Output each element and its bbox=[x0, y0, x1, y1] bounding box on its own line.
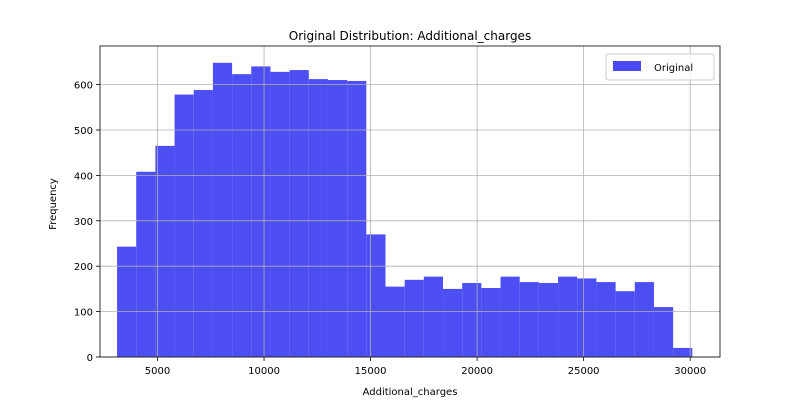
legend-frame bbox=[605, 53, 715, 81]
y-tick-label: 600 bbox=[74, 81, 93, 92]
histogram-bar bbox=[270, 71, 290, 357]
histogram-bar bbox=[462, 282, 482, 357]
x-tick-label: 5000 bbox=[145, 366, 170, 377]
x-tick-label: 20000 bbox=[461, 366, 493, 377]
histogram-bar bbox=[308, 79, 328, 357]
histogram-bar bbox=[404, 279, 424, 357]
histogram-bar bbox=[577, 278, 597, 357]
y-axis-label: Frequency bbox=[48, 178, 59, 230]
histogram-bar bbox=[289, 70, 309, 357]
y-tick-label: 200 bbox=[74, 262, 93, 273]
legend-label: Original bbox=[654, 63, 693, 74]
x-tick-label: 25000 bbox=[568, 366, 600, 377]
x-tick-label: 15000 bbox=[355, 366, 387, 377]
histogram-bar bbox=[673, 347, 693, 357]
histogram-bar bbox=[519, 282, 539, 357]
y-tick-label: 400 bbox=[74, 171, 93, 182]
axes-layer bbox=[99, 45, 721, 358]
histogram-bar bbox=[385, 286, 405, 357]
histogram-bar bbox=[481, 287, 501, 357]
y-tick-label: 100 bbox=[74, 308, 93, 319]
histogram-bar bbox=[212, 62, 233, 358]
y-tick-label: 500 bbox=[74, 126, 93, 137]
histogram-bar bbox=[443, 288, 463, 357]
y-tick-label: 0 bbox=[87, 353, 93, 364]
axes-frame bbox=[99, 45, 721, 358]
legend: Original bbox=[605, 53, 715, 81]
histogram-bar bbox=[366, 234, 386, 357]
ticks-layer: 5000 10000 15000 20000 25000 30000 0 100 200 300 4… bbox=[74, 81, 706, 377]
histogram-bar bbox=[327, 80, 348, 358]
histogram-bar bbox=[155, 145, 175, 357]
histogram-bar bbox=[423, 276, 444, 357]
histogram-bar bbox=[193, 90, 213, 357]
x-tick-label: 30000 bbox=[674, 366, 706, 377]
histogram-bar bbox=[653, 307, 674, 357]
histogram-bar bbox=[500, 276, 520, 357]
histogram-bar bbox=[251, 66, 271, 357]
histogram-bar bbox=[174, 94, 194, 357]
legend-swatch bbox=[613, 61, 641, 71]
histogram-bar bbox=[347, 80, 367, 358]
histogram-bar bbox=[615, 291, 635, 357]
histogram-bar bbox=[596, 282, 616, 357]
y-tick-label: 300 bbox=[74, 217, 93, 228]
x-axis-label: Additional_charges bbox=[363, 387, 458, 398]
x-tick-label: 10000 bbox=[248, 366, 280, 377]
histogram-bar bbox=[232, 74, 252, 358]
histogram-bar bbox=[136, 171, 156, 357]
histogram-bar bbox=[634, 282, 654, 357]
chart-title: Original Distribution: Additional_charge… bbox=[289, 29, 531, 43]
histogram-bar bbox=[117, 246, 137, 357]
histogram-bar bbox=[538, 282, 559, 357]
histogram-bar bbox=[558, 276, 578, 357]
bars-layer bbox=[117, 62, 693, 358]
